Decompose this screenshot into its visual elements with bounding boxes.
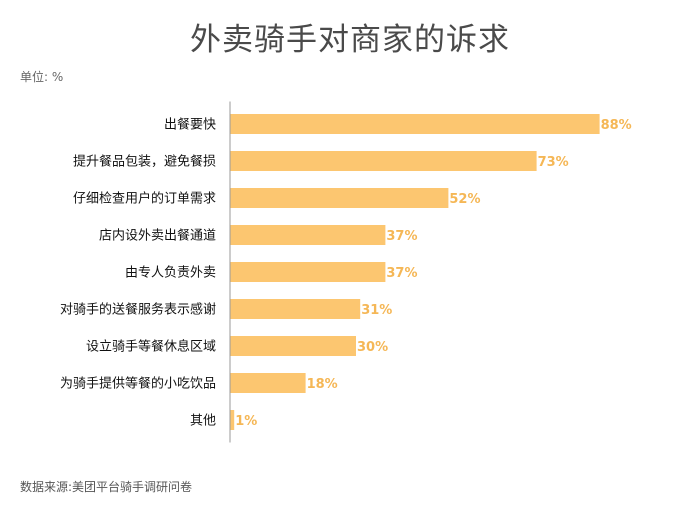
data-label: 1% [235,414,257,429]
category-label: 提升餐品包装，避免餐损 [73,154,216,170]
data-label: 52% [449,192,480,207]
bar [230,262,386,282]
category-label: 店内设外卖出餐通道 [99,228,216,244]
data-label: 73% [538,155,569,170]
chart-title: 外卖骑手对商家的诉求 [190,22,510,58]
category-label: 对骑手的送餐服务表示感谢 [60,302,216,318]
bar [230,299,361,319]
category-label: 由专人负责外卖 [125,266,216,281]
category-label: 仔细检查用户的订单需求 [73,191,216,207]
unit-label: 单位: % [20,70,64,84]
data-label: 37% [386,266,417,281]
source-note: 数据来源:美团平台骑手调研问卷 [20,480,193,494]
data-label: 30% [357,340,388,355]
bar [230,336,356,356]
category-label: 为骑手提供等餐的小吃饮品 [60,376,216,392]
bar [230,114,600,134]
category-label: 其他 [190,414,216,429]
category-label: 设立骑手等餐休息区域 [86,339,216,355]
bar [230,410,235,430]
bar [230,225,386,245]
data-label: 31% [361,303,392,318]
data-label: 88% [601,118,632,133]
bar [230,373,306,393]
bar [230,188,449,208]
bar [230,151,537,171]
data-label: 18% [307,377,338,392]
data-label: 37% [386,229,417,244]
category-label: 出餐要快 [164,117,216,133]
